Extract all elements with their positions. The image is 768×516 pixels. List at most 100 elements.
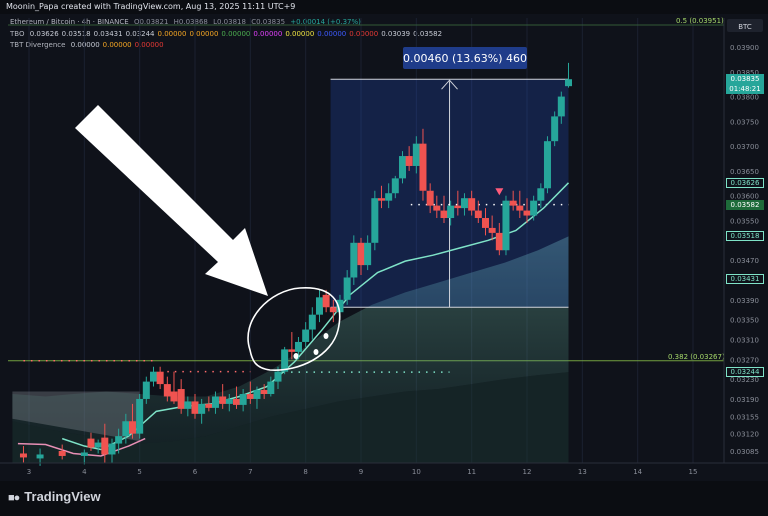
candle-body	[253, 390, 261, 399]
candle	[551, 111, 559, 147]
candle	[142, 376, 150, 404]
tradingview-logo-icon: ■●	[8, 492, 20, 504]
candle	[288, 332, 296, 360]
candle	[433, 195, 441, 219]
candle-body	[163, 384, 171, 397]
candle-body	[385, 193, 393, 201]
candle	[316, 289, 323, 323]
candle-body	[177, 389, 185, 409]
fib-level-label: 0.382 (0.03267)	[668, 353, 725, 361]
y-tick-label: 0.03390	[730, 297, 759, 305]
currency-badge: BTC	[738, 23, 752, 31]
candle-body	[19, 453, 27, 458]
x-tick-label: 11	[467, 468, 476, 476]
gray-band	[12, 391, 140, 442]
y-tick-label: 0.03085	[730, 448, 759, 456]
tbo-value: 0.00000	[253, 30, 283, 38]
tradingview-logo[interactable]: ■● TradingView	[8, 489, 101, 504]
candle-body	[115, 436, 123, 444]
candle-body	[405, 156, 413, 166]
tbo-value: 0.00000	[157, 30, 187, 38]
x-tick-label: 9	[359, 468, 363, 476]
tbt-value: 0.00000	[134, 41, 164, 49]
candle-body	[246, 393, 254, 399]
candle-body	[274, 371, 282, 382]
candle-body	[426, 190, 434, 206]
candle-body	[58, 451, 66, 456]
candle-body	[468, 198, 476, 211]
tbo-name: TBO	[10, 30, 25, 38]
x-tick-label: 15	[689, 468, 698, 476]
y-tick-label: 0.03270	[730, 356, 759, 364]
candle	[308, 307, 316, 340]
candle-body	[225, 398, 233, 404]
top-bar: Moonin_Papa created with TradingView.com…	[0, 0, 768, 14]
cloud-band	[12, 236, 569, 444]
footer-bar: ■● TradingView	[0, 481, 768, 516]
measure-label: 0.00460 (13.63%) 460	[403, 52, 527, 65]
annotation-arrow-icon	[75, 105, 268, 296]
brand-text: TradingView	[24, 489, 101, 504]
candle-body	[122, 421, 130, 437]
tbo-value: 0.03039	[381, 30, 411, 38]
candle-body	[495, 232, 503, 251]
y-tick-label: 0.03850	[730, 69, 759, 77]
tbo-value: 0.03518	[61, 30, 91, 38]
candle-body	[516, 205, 524, 211]
candle	[419, 128, 427, 201]
candle-body	[316, 297, 323, 315]
candle	[530, 195, 538, 221]
candle	[447, 200, 455, 226]
candle	[405, 146, 413, 171]
ohlc-low: L0.03818	[213, 18, 246, 26]
annotation-dot	[313, 349, 319, 355]
candle	[488, 215, 496, 241]
candle-body	[447, 205, 455, 219]
price-label-box: 0.03582	[726, 199, 764, 210]
candle	[454, 190, 462, 216]
cloud-lower-shade	[12, 372, 569, 463]
annotation-dot	[293, 353, 299, 359]
tbo-value: 0.00000	[317, 30, 347, 38]
candle	[108, 438, 116, 464]
candle	[377, 185, 385, 209]
candle-body	[350, 242, 358, 278]
candle	[399, 151, 406, 184]
y-tick-label: 0.03900	[730, 44, 759, 52]
candle-body	[170, 391, 178, 402]
candle	[191, 393, 199, 419]
candle-body	[211, 396, 219, 408]
tbo-value: 0.00000	[189, 30, 219, 38]
candle	[322, 289, 330, 313]
x-tick-label: 14	[633, 468, 642, 476]
candle	[115, 428, 123, 454]
x-tick-label: 4	[82, 468, 87, 476]
candle-body	[184, 401, 192, 409]
price-label-box: 0.03431	[726, 274, 764, 285]
candle-body	[537, 188, 545, 201]
measure-label-box	[403, 47, 527, 69]
candle-body	[322, 294, 330, 308]
candle-body	[377, 198, 385, 201]
candle	[136, 393, 144, 439]
y-tick-label: 0.03650	[730, 168, 759, 176]
candle-body	[80, 452, 88, 456]
tbt-legend[interactable]: TBT Divergence 0.00000 0.00000 0.00000	[10, 41, 164, 49]
candle-body	[219, 396, 227, 404]
candle-body	[260, 390, 268, 394]
candle	[412, 136, 420, 174]
candle-body	[128, 421, 136, 434]
annotation-dot	[323, 333, 329, 339]
candle-body	[150, 371, 157, 382]
candle	[385, 183, 393, 209]
candle	[211, 391, 219, 414]
candle-body	[565, 79, 572, 87]
candle	[246, 381, 254, 404]
symbol-legend[interactable]: Ethereum / Bitcoin · 4h · BINANCE O0.038…	[10, 18, 361, 26]
x-tick-label: 7	[248, 468, 252, 476]
ohlc-high: H0.03868	[173, 18, 208, 26]
x-tick-label: 12	[523, 468, 532, 476]
tbo-value: 0.00000	[285, 30, 315, 38]
y-tick-label: 0.03700	[730, 143, 759, 151]
